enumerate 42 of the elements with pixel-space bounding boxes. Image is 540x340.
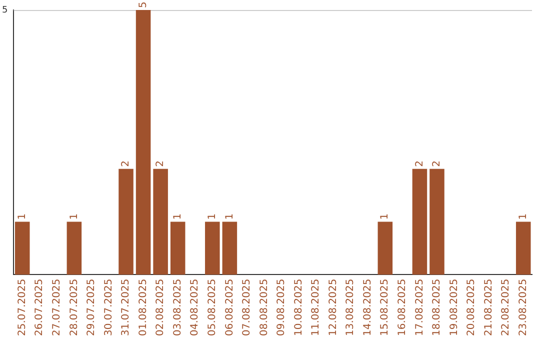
- x-tick-label: 10.08.2025: [293, 278, 304, 336]
- x-tick-label: 28.07.2025: [68, 278, 80, 336]
- x-tick-label: 23.08.2025: [518, 278, 529, 336]
- x-tick-label: 12.08.2025: [328, 278, 339, 336]
- x-tick-label: 21.08.2025: [483, 278, 494, 336]
- x-tick-label: 20.08.2025: [466, 278, 478, 336]
- x-tick-label: 25.07.2025: [16, 278, 28, 336]
- x-tick-label: 08.08.2025: [258, 278, 270, 336]
- x-tick-label: 07.08.2025: [242, 278, 253, 336]
- x-tick-label: 14.08.2025: [362, 278, 374, 336]
- data-label: 1: [172, 213, 184, 220]
- x-tick-label: 05.08.2025: [206, 278, 218, 336]
- x-tick-label: 06.08.2025: [224, 278, 236, 336]
- x-tick-label: 30.07.2025: [103, 278, 114, 336]
- data-label: 2: [120, 160, 132, 167]
- x-tick-label: 03.08.2025: [172, 278, 184, 336]
- data-label: 2: [155, 160, 166, 167]
- data-label: 1: [68, 213, 80, 220]
- data-label: 1: [16, 213, 28, 220]
- x-tick-label: 17.08.2025: [414, 278, 426, 336]
- x-tick-label: 15.08.2025: [380, 278, 391, 336]
- x-tick-label: 04.08.2025: [190, 278, 201, 336]
- x-tick-label: 22.08.2025: [500, 278, 512, 336]
- data-label: 1: [206, 213, 218, 220]
- data-label: 2: [432, 160, 443, 167]
- x-tick-label: 01.08.2025: [138, 278, 149, 336]
- x-tick-label: 29.07.2025: [86, 278, 98, 336]
- x-tick-label: 19.08.2025: [448, 278, 460, 336]
- x-tick-label: 09.08.2025: [276, 278, 288, 336]
- data-label: 1: [518, 213, 529, 220]
- x-tick-label: 26.07.2025: [34, 278, 46, 336]
- x-tick-label: 18.08.2025: [432, 278, 443, 336]
- data-label: 1: [380, 213, 391, 220]
- data-label: 1: [224, 213, 236, 220]
- x-tick-label: 16.08.2025: [397, 278, 408, 336]
- x-tick-label: 11.08.2025: [310, 278, 322, 336]
- x-tick-label: 31.07.2025: [120, 278, 132, 336]
- data-label: 2: [414, 160, 426, 167]
- x-tick-label: 27.07.2025: [52, 278, 63, 336]
- data-label: 5: [138, 2, 149, 8]
- x-tick-label: 02.08.2025: [155, 278, 166, 336]
- x-tick-label: 13.08.2025: [345, 278, 356, 336]
